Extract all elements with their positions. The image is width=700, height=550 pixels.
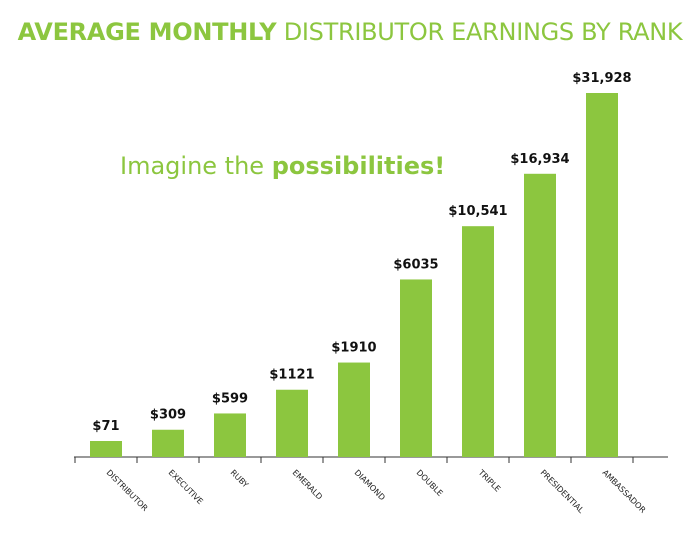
data-label: $6035 — [393, 257, 438, 272]
data-label: $31,928 — [572, 71, 631, 86]
data-label: $599 — [212, 391, 248, 406]
category-label: EXECUTIVE — [167, 468, 205, 506]
data-label: $10,541 — [448, 204, 507, 219]
bar — [152, 429, 184, 457]
tagline-bold: possibilities! — [271, 152, 446, 180]
category-label: RUBY — [229, 468, 251, 490]
data-label: $71 — [92, 419, 119, 434]
bar — [524, 173, 556, 457]
chart-title-bold: AVERAGE MONTHLY — [17, 18, 277, 46]
chart-title: AVERAGE MONTHLY DISTRIBUTOR EARNINGS BY … — [0, 18, 700, 46]
bar — [586, 93, 618, 457]
bar — [462, 226, 494, 457]
category-label: PRESIDENTIAL — [539, 468, 586, 515]
bar — [400, 279, 432, 457]
bar — [90, 441, 122, 457]
category-label: EMERALD — [291, 468, 324, 501]
tagline-light: Imagine the — [120, 152, 265, 180]
category-label: TRIPLE — [476, 467, 502, 493]
bar — [338, 362, 370, 457]
category-label: DIAMOND — [353, 468, 387, 502]
category-label: DOUBLE — [415, 468, 445, 498]
data-label: $1910 — [331, 341, 376, 356]
bar — [214, 413, 246, 457]
data-label: $16,934 — [510, 152, 569, 167]
data-label: $1121 — [269, 368, 314, 383]
bar — [276, 389, 308, 457]
category-label: DISTRIBUTOR — [105, 468, 150, 513]
tagline: Imagine the possibilities! — [120, 152, 445, 180]
chart-title-light: DISTRIBUTOR EARNINGS BY RANK — [283, 18, 683, 46]
data-label: $309 — [150, 408, 186, 423]
category-label: AMBASSADOR — [601, 468, 648, 515]
